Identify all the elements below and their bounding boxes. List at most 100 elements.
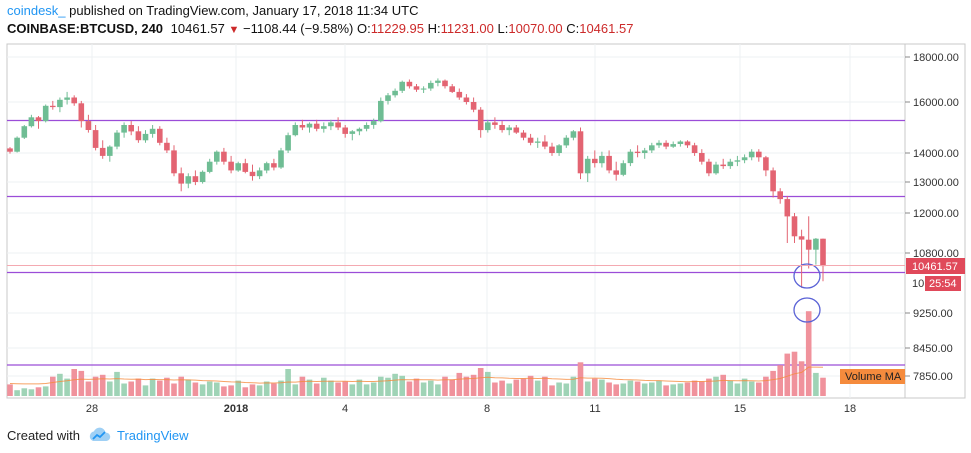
- candle-body: [78, 103, 85, 122]
- candle-body: [214, 151, 220, 162]
- candle-body: [720, 164, 726, 167]
- volume-ma-polyline: [9, 366, 824, 385]
- volume-bar: [107, 381, 113, 396]
- volume-bar: [7, 384, 13, 396]
- candle-body: [35, 117, 42, 122]
- volume-bar: [114, 371, 120, 396]
- candle-body: [456, 91, 463, 98]
- tradingview-brand[interactable]: TradingView: [117, 428, 189, 443]
- y-tick-label: 10800.00: [913, 248, 959, 260]
- volume-bar: [335, 382, 341, 396]
- candle-body: [442, 80, 448, 87]
- volume-bar: [157, 380, 163, 396]
- volume-bar: [42, 386, 49, 396]
- volume-bar: [520, 378, 527, 396]
- volume-bar: [756, 382, 762, 396]
- candle-body: [249, 171, 256, 177]
- price-axis[interactable]: [904, 43, 966, 399]
- volume-bar: [149, 378, 156, 396]
- volume-bar: [634, 381, 641, 396]
- candle-body: [741, 157, 748, 161]
- candle-body: [534, 141, 541, 143]
- volume-bar: [720, 374, 726, 396]
- author-link[interactable]: coindesk_: [7, 3, 66, 18]
- close-label: C:: [566, 21, 580, 36]
- candle-body: [64, 97, 70, 100]
- volume-bar: [192, 382, 199, 396]
- volume-bar: [499, 380, 505, 396]
- volume-bar: [85, 381, 92, 396]
- candle-body: [263, 163, 270, 171]
- candle-body: [513, 127, 520, 133]
- price-axis-labels: 18000.00 16000.00 14000.00 13000.00 12000.00…: [905, 52, 959, 383]
- candlestick-chart[interactable]: 18000.00 16000.00 14000.00 13000.00 12000.00…: [0, 0, 971, 420]
- candle-body: [99, 147, 106, 156]
- candle-body: [606, 155, 612, 171]
- candle-body: [663, 142, 669, 147]
- volume-bar: [342, 381, 348, 396]
- symbol-label: COINBASE:BTCUSD, 240: [7, 21, 164, 36]
- candle-body: [313, 123, 320, 129]
- volume-bar: [121, 383, 127, 396]
- candle-body: [777, 191, 783, 200]
- candle-body: [627, 151, 634, 164]
- candle-body: [299, 125, 306, 128]
- candle-body: [292, 125, 299, 136]
- volume-bar: [449, 379, 455, 396]
- volume-bar: [492, 382, 498, 396]
- volume-bar: [556, 382, 562, 396]
- candle-body: [199, 171, 206, 182]
- candle-body: [149, 128, 156, 134]
- low-label: L:: [497, 21, 509, 36]
- candle-body: [620, 163, 627, 175]
- candle-body: [634, 151, 641, 153]
- volume-bar: [21, 388, 28, 396]
- candle-body: [813, 238, 819, 250]
- candle-body: [178, 173, 184, 184]
- high-label: H:: [427, 21, 441, 36]
- volume-bar: [677, 383, 684, 396]
- candle-body: [684, 141, 691, 146]
- candle-body: [699, 153, 705, 162]
- candle-body: [221, 151, 227, 162]
- volume-bar: [328, 380, 334, 396]
- volume-bar: [406, 381, 413, 396]
- y-tick-label: 14000.00: [913, 148, 959, 160]
- candle-body: [763, 157, 769, 171]
- volume-bar: [356, 379, 363, 396]
- tradingview-cloud-icon[interactable]: [87, 426, 113, 446]
- volume-bar: [370, 382, 377, 396]
- open-value: 11229.95: [370, 21, 424, 36]
- volume-bar: [741, 378, 748, 396]
- volume-bar: [699, 381, 705, 396]
- candle-body: [406, 81, 413, 87]
- close-value: 10461.57: [579, 21, 634, 36]
- volume-bar: [542, 376, 548, 396]
- volume-bar: [292, 384, 299, 396]
- candle-body: [192, 176, 199, 182]
- volume-bar: [385, 377, 391, 396]
- candle-body: [278, 150, 284, 168]
- candle-body: [171, 150, 177, 174]
- candle-body: [385, 95, 391, 101]
- candle-body: [556, 145, 562, 153]
- candle-body: [570, 131, 577, 138]
- candle-body: [328, 122, 334, 127]
- volume-bar: [278, 380, 284, 396]
- volume-bar: [71, 369, 77, 396]
- volume-bar: [570, 376, 577, 396]
- down-arrow-icon: ▼: [228, 24, 240, 36]
- candle-body: [756, 151, 762, 158]
- candle-body: [734, 160, 741, 162]
- x-tick-label: 8: [484, 403, 490, 415]
- candle-body: [506, 127, 512, 131]
- candle-body: [520, 132, 527, 138]
- candle-body: [392, 90, 398, 96]
- candle-body: [435, 80, 441, 83]
- volume-bar: [748, 381, 755, 396]
- volume-bar: [28, 389, 35, 396]
- volume-bar: [563, 383, 570, 396]
- candle-body: [706, 161, 712, 174]
- price-circle: [793, 263, 821, 289]
- volume-bar: [577, 362, 584, 396]
